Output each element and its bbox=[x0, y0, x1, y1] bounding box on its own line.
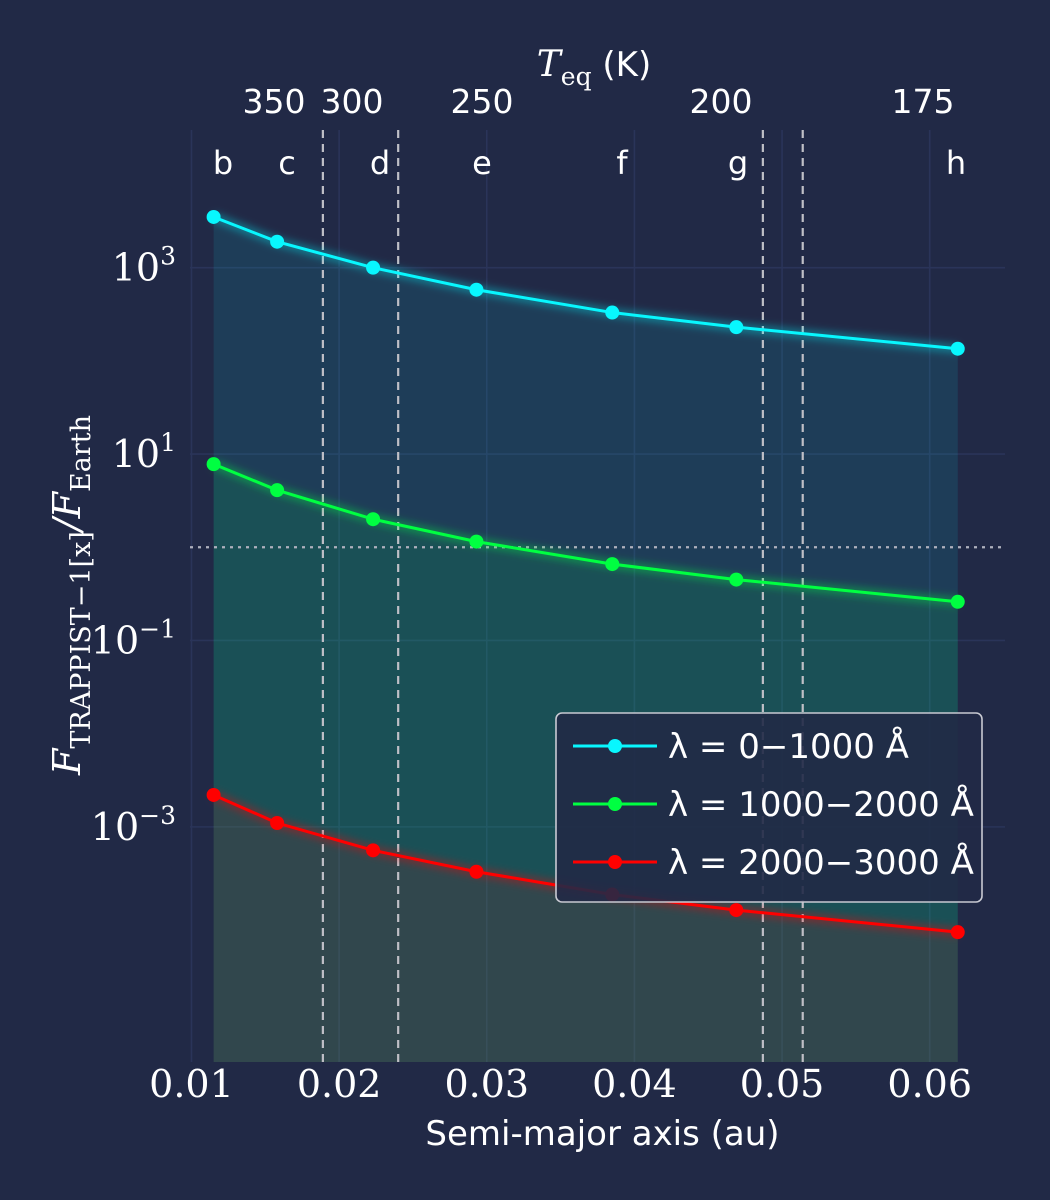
legend-label: λ = 2000−3000 Å bbox=[668, 842, 974, 883]
planet-label: e bbox=[472, 144, 492, 182]
top-tick-label: 350 bbox=[243, 82, 306, 121]
top-tick-label: 250 bbox=[451, 82, 514, 121]
legend-marker bbox=[608, 739, 622, 753]
planet-label: b bbox=[213, 144, 233, 182]
top-axis-title: Teq (K) bbox=[537, 44, 651, 91]
data-point bbox=[206, 787, 221, 802]
y-tick-exponent: 1 bbox=[160, 428, 176, 457]
area-fill bbox=[213, 794, 958, 1062]
planet-label: d bbox=[370, 144, 390, 182]
data-point bbox=[729, 572, 744, 587]
y-title-main: F bbox=[45, 747, 89, 776]
data-point bbox=[950, 594, 965, 609]
axes-group: 0.01 0.02 0.03 0.04 0.05 0.06 Semi-major axis … bbox=[45, 44, 972, 1154]
data-point bbox=[950, 341, 965, 356]
x-tick-label: 0.01 bbox=[149, 1062, 234, 1106]
data-point bbox=[469, 864, 484, 879]
planet-label: f bbox=[616, 144, 628, 182]
x-tick-label: 0.05 bbox=[740, 1062, 825, 1106]
y-tick-exponent: 3 bbox=[160, 242, 176, 271]
data-point bbox=[206, 457, 221, 472]
y-title-separator: /F bbox=[45, 490, 89, 535]
x-tick-label: 0.03 bbox=[444, 1062, 529, 1106]
data-point bbox=[270, 483, 285, 498]
data-point bbox=[366, 512, 381, 527]
series-group bbox=[206, 209, 965, 940]
data-point bbox=[605, 305, 620, 320]
y-tick-base: 10 bbox=[91, 805, 139, 849]
x-axis-title: Semi-major axis (au) bbox=[425, 1114, 779, 1154]
data-point bbox=[270, 234, 285, 249]
data-point bbox=[469, 282, 484, 297]
data-point bbox=[366, 260, 381, 275]
y-tick-label: 101 bbox=[112, 428, 176, 476]
planet-label: h bbox=[946, 144, 966, 182]
y-tick-base: 10 bbox=[112, 246, 160, 290]
legend: λ = 0−1000 Å λ = 1000−2000 Å λ = 2000−3000… bbox=[555, 712, 983, 903]
legend-marker bbox=[608, 797, 622, 811]
area-fills bbox=[213, 216, 958, 1062]
top-tick-label: 200 bbox=[690, 82, 753, 121]
data-point bbox=[950, 925, 965, 940]
y-title-subscript-2: Earth bbox=[66, 415, 97, 492]
y-tick-exponent: −3 bbox=[139, 801, 176, 830]
top-tick-label: 175 bbox=[892, 82, 955, 121]
y-tick-base: 10 bbox=[91, 618, 139, 662]
top-title-subscript: eq bbox=[561, 62, 592, 91]
y-tick-base: 10 bbox=[112, 432, 160, 476]
reference-lines bbox=[190, 130, 1005, 1062]
legend-marker bbox=[608, 855, 622, 869]
y-title-subscript: TRAPPIST−1[x] bbox=[66, 531, 97, 748]
x-tick-label: 0.02 bbox=[297, 1062, 382, 1106]
top-title-main: T bbox=[537, 44, 564, 85]
data-point bbox=[206, 209, 221, 224]
planet-label: g bbox=[728, 144, 748, 182]
y-tick-exponent: −1 bbox=[139, 614, 176, 643]
data-point bbox=[729, 903, 744, 918]
data-point bbox=[270, 816, 285, 831]
data-point bbox=[469, 534, 484, 549]
legend-label: λ = 0−1000 Å bbox=[668, 726, 909, 767]
legend-box bbox=[555, 712, 983, 903]
x-tick-label: 0.06 bbox=[887, 1062, 972, 1106]
data-point bbox=[605, 557, 620, 572]
x-tick-label: 0.04 bbox=[592, 1062, 677, 1106]
top-tick-label: 300 bbox=[321, 82, 384, 121]
y-tick-label: 10−3 bbox=[91, 801, 176, 849]
top-title-unit: (K) bbox=[592, 45, 652, 85]
y-axis-title: FTRAPPIST−1[x]/FEarth bbox=[45, 415, 97, 776]
data-point bbox=[729, 320, 744, 335]
data-point bbox=[366, 843, 381, 858]
legend-label: λ = 1000−2000 Å bbox=[668, 784, 974, 825]
y-tick-label: 10−1 bbox=[91, 614, 176, 662]
planet-label: c bbox=[278, 144, 296, 182]
y-tick-label: 103 bbox=[112, 242, 176, 290]
